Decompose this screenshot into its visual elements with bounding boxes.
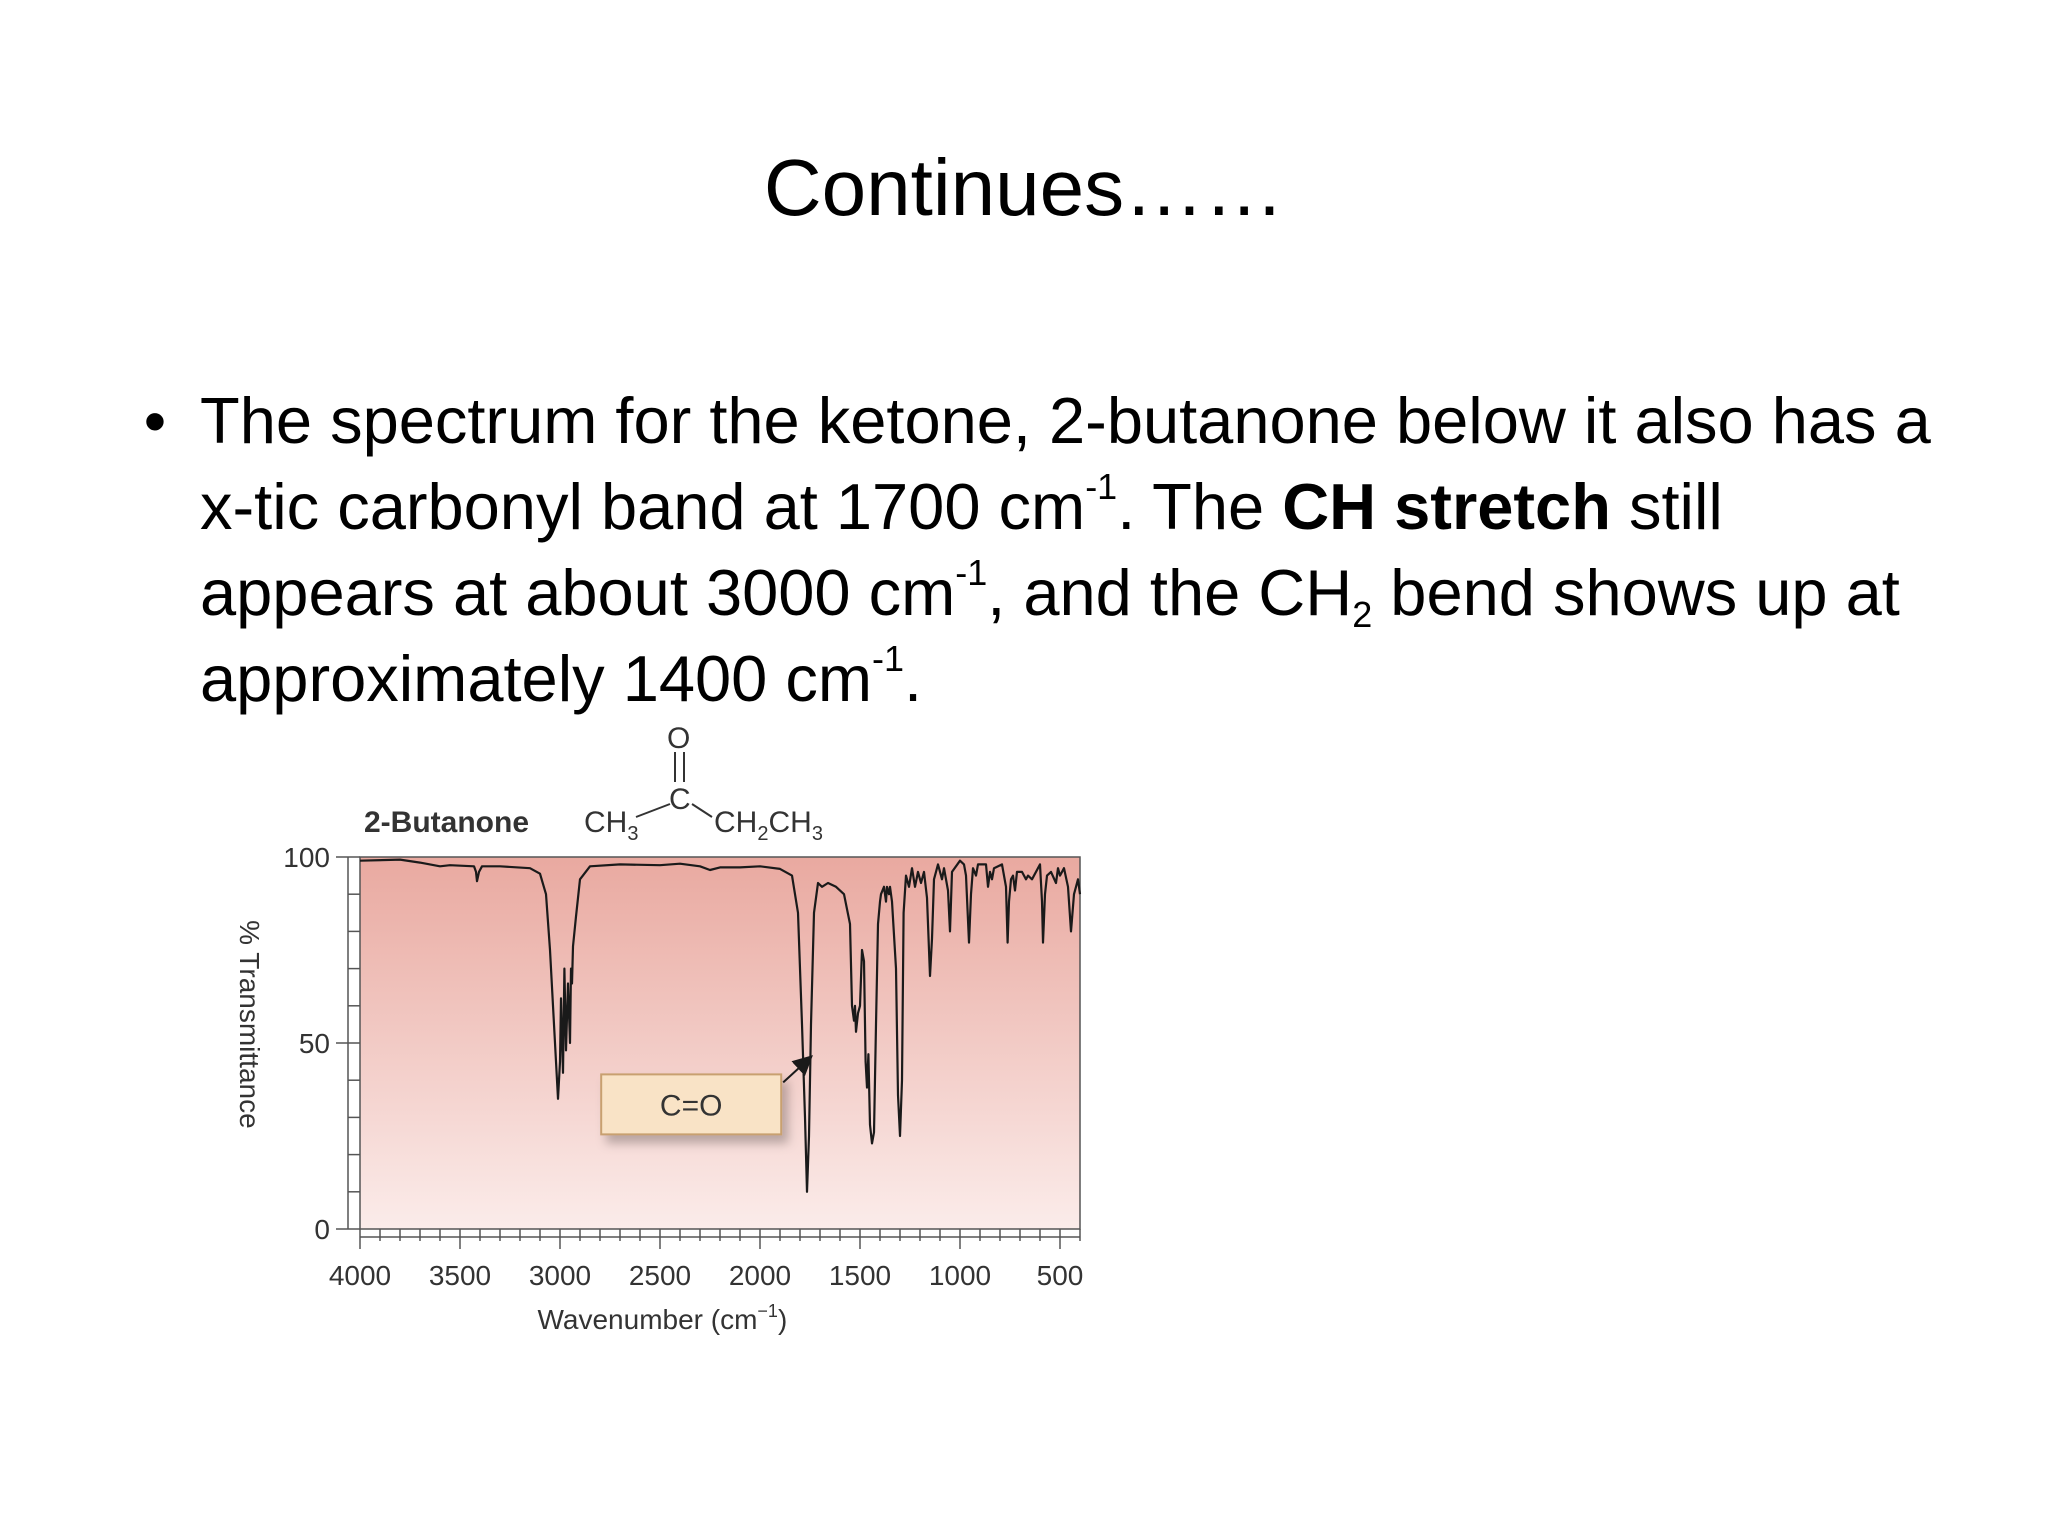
y-axis-label: % Transmittance <box>234 920 265 1129</box>
bullet-dot: • <box>143 385 167 457</box>
bullet-text-part: still appears at about 3000 cm <box>200 470 1723 629</box>
bullet-text-part: bend shows up at approximately 1400 cm <box>200 556 1900 715</box>
chart-title: 2-Butanone <box>364 806 529 839</box>
x-axis-label-end: ) <box>778 1304 787 1335</box>
y-axis: 100 50 0 <box>283 842 360 1245</box>
bullet-text-part: . <box>904 642 923 715</box>
x-tick-label: 3000 <box>529 1260 591 1291</box>
x-axis-label-text: Wavenumber (cm <box>538 1304 758 1335</box>
subscript: 2 <box>1352 594 1373 635</box>
bullet-text-part: The spectrum for the ketone, 2-butanone … <box>200 384 1931 543</box>
bullet-item: • The spectrum for the ketone, 2-butanon… <box>110 378 1960 722</box>
molecule-text: CH <box>584 806 627 839</box>
x-tick-label: 2500 <box>629 1260 691 1291</box>
molecule-text: CH <box>714 806 757 839</box>
molecule-text: CH <box>768 806 811 839</box>
molecule-left-group: CH3 <box>584 806 638 845</box>
y-tick-label: 0 <box>314 1214 330 1245</box>
bold-term: CH stretch <box>1282 470 1611 543</box>
x-tick-label: 1500 <box>829 1260 891 1291</box>
bullet-text: The spectrum for the ketone, 2-butanone … <box>200 378 1960 722</box>
annotation-box <box>600 1073 783 1136</box>
slide-title: Continues…… <box>763 143 1285 232</box>
y-tick-label: 50 <box>299 1028 330 1059</box>
superscript: -1 <box>872 638 905 679</box>
annotation-arrow <box>782 1055 813 1084</box>
molecule-subscript: 3 <box>627 823 638 845</box>
bond-right <box>691 803 713 818</box>
molecule-carbon: C <box>669 783 691 816</box>
molecule-oxygen: O <box>667 722 690 755</box>
superscript: -1 <box>955 552 988 593</box>
y-tick-label: 100 <box>283 842 330 873</box>
ir-spectrum-chart: 100 50 0 4000 3500 3000 2500 2000 1500 1000 500 C… <box>200 700 1380 1460</box>
molecule-subscript: 3 <box>812 823 823 845</box>
molecule-structure: 2-Butanone CH3 C O CH2CH3 <box>364 722 823 845</box>
x-tick-label: 500 <box>1037 1260 1084 1291</box>
x-axis-label: Wavenumber (cm−1) <box>538 1301 788 1335</box>
bond-left <box>635 803 671 818</box>
superscript: -1 <box>1085 466 1118 507</box>
molecule-right-group: CH2CH3 <box>714 806 823 845</box>
x-tick-label: 2000 <box>729 1260 791 1291</box>
x-tick-label: 3500 <box>429 1260 491 1291</box>
annotation-label: C=O <box>660 1089 723 1122</box>
series-line-transmittance <box>359 858 1082 1193</box>
x-tick-label: 1000 <box>929 1260 991 1291</box>
molecule-subscript: 2 <box>757 823 768 845</box>
bullet-text-part: , and the CH <box>987 556 1353 629</box>
plot-area <box>359 856 1081 1230</box>
x-axis-label-sup: −1 <box>757 1301 778 1321</box>
carbonyl-annotation: C=O <box>600 1055 813 1136</box>
bullet-text-part: . The <box>1117 470 1283 543</box>
x-tick-label: 4000 <box>329 1260 391 1291</box>
x-axis: 4000 3500 3000 2500 2000 1500 1000 500 <box>329 1229 1084 1291</box>
